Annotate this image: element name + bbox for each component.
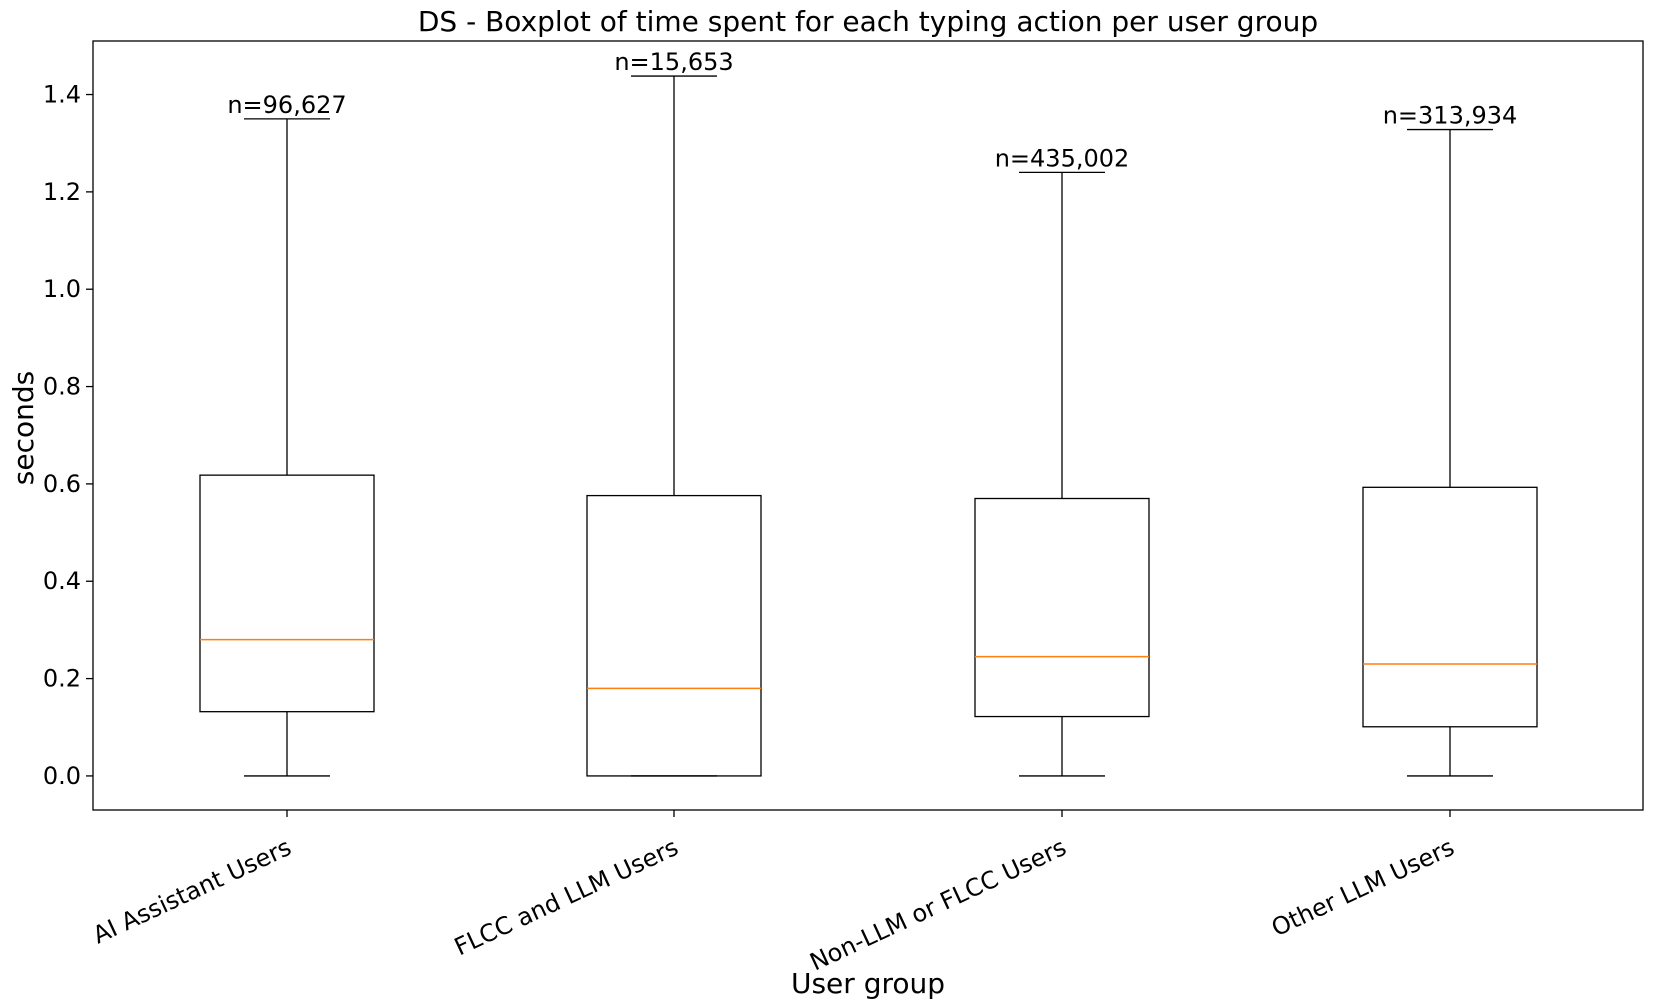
y-tick-label: 1.0 [43,275,81,303]
y-axis-label: seconds [7,371,40,485]
count-annotation: n=96,627 [227,91,346,119]
x-tick-label: AI Assistant Users [89,833,296,949]
x-tick-label: FLCC and LLM Users [450,833,682,961]
count-annotation: n=313,934 [1383,102,1518,130]
box [974,497,1150,718]
x-tick-label: Non-LLM or FLCC Users [806,833,1071,976]
x-axis-label: User group [791,967,945,1000]
boxes-layer [199,75,1538,777]
y-tick-label: 1.4 [43,81,81,109]
y-tick-label: 0.0 [43,762,81,790]
count-annotation: n=15,653 [614,48,733,76]
y-tick-label: 0.6 [43,470,81,498]
y-axis: 0.0 0.2 0.4 0.6 0.8 1.0 1.2 1.4 [43,81,93,790]
box [199,474,375,713]
x-tick-label: Other LLM Users [1267,833,1458,942]
count-annotation: n=435,002 [995,144,1130,172]
x-axis: AI Assistant Users FLCC and LLM Users Non-… [89,810,1459,976]
chart-title: DS - Boxplot of time spent for each typi… [418,5,1318,38]
box [1362,486,1538,728]
plot-area-frame [92,40,1644,811]
y-tick-label: 0.2 [43,665,81,693]
y-tick-label: 0.8 [43,373,81,401]
box [586,494,762,777]
y-tick-label: 0.4 [43,567,81,595]
y-tick-label: 1.2 [43,178,81,206]
annotations-layer: n=96,627 n=15,653 n=435,002 n=313,934 [227,48,1517,172]
